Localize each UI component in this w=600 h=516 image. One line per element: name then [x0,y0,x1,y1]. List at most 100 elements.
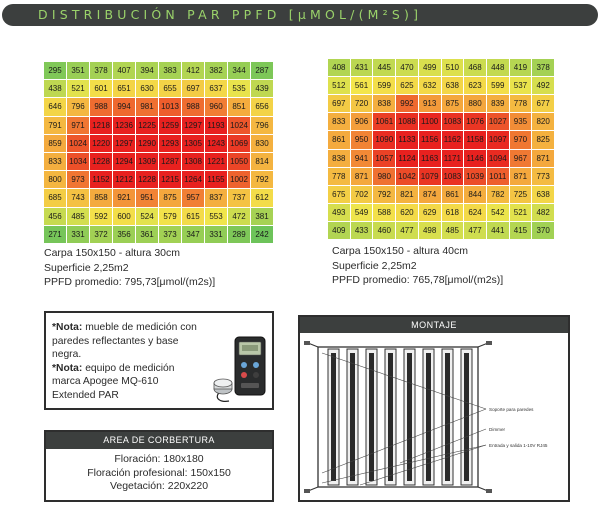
ppfd-cell: 821 [396,185,418,203]
ppfd-cell: 1228 [90,153,112,171]
ppfd-cell: 921 [113,189,135,207]
ppfd-cell: 875 [159,189,181,207]
label-wall-support: Soporte para paredes [489,407,534,412]
label-input-output: Entrada y salida 1-10V RJ45 [489,443,548,448]
ppfd-grid-40cm: 408 431 445 470 499 510 468 448 419 378 512 561 599 6… [328,59,554,239]
ppfd-cell: 295 [44,62,66,80]
ppfd-cell: 356 [113,225,135,243]
ppfd-cell: 370 [532,221,554,239]
ppfd-cell: 994 [113,98,135,116]
ppfd-cell: 482 [532,203,554,221]
ppfd-cell: 510 [441,59,464,77]
ppfd-cell: 439 [251,80,273,98]
ppfd-cell: 521 [509,203,532,221]
ppfd-cell: 992 [396,95,418,113]
ppfd-cell: 1156 [418,131,441,149]
ppfd-cell: 651 [113,80,135,98]
ppfd-cell: 344 [228,62,250,80]
ppfd-cell: 493 [328,203,350,221]
ppfd-cell: 1163 [418,149,441,167]
ppfd-cell: 1264 [182,171,204,189]
ppfd-cell: 618 [441,203,464,221]
ppfd-cell: 599 [486,77,509,95]
ppfd-cell: 632 [418,77,441,95]
ppfd-cell: 980 [373,167,396,185]
fixture-frame [317,346,479,488]
ppfd-cell: 792 [251,171,273,189]
ppfd-cell: 1024 [67,134,89,152]
note-body: mueble de medición con paredes reflectan… [52,322,197,360]
ppfd-cell: 431 [350,59,373,77]
ppfd-cell: 289 [228,225,250,243]
ppfd-cell: 1097 [486,131,509,149]
ppfd-cell: 553 [205,207,227,225]
ppfd-cell: 1259 [159,116,181,134]
label-dimmer: Dimmer [489,427,506,432]
ppfd-grid-30cm: 295 351 378 407 394 383 412 382 344 287 438 521 601 6… [44,62,273,243]
ppfd-cell: 839 [486,95,509,113]
ppfd-cell: 1079 [418,167,441,185]
ppfd-cell: 378 [532,59,554,77]
ppfd-cell: 778 [328,167,350,185]
ppfd-cell: 407 [113,62,135,80]
ppfd-cell: 361 [136,225,158,243]
ppfd-cell: 460 [373,221,396,239]
ppfd-cell: 331 [205,225,227,243]
ppfd-cell: 351 [67,62,89,80]
ppfd-cell: 1133 [396,131,418,149]
ppfd-cell: 630 [136,80,158,98]
ppfd-cell: 800 [44,171,66,189]
ppfd-cell: 512 [328,77,350,95]
ppfd-cell: 1158 [464,131,486,149]
ppfd-cell: 600 [113,207,135,225]
ppfd-cell: 1308 [182,153,204,171]
ppfd-cell: 331 [67,225,89,243]
ppfd-cell: 445 [373,59,396,77]
ppfd-cell: 792 [373,185,396,203]
ppfd-cell: 941 [350,149,373,167]
montaje-box: MONTAJE [298,315,570,502]
ppfd-cell: 637 [205,80,227,98]
ppfd-cell: 851 [228,98,250,116]
ppfd-cell: 599 [373,77,396,95]
ppfd-cell: 875 [441,95,464,113]
ppfd-cell: 524 [136,207,158,225]
ppfd-cell: 773 [532,167,554,185]
ppfd-cell: 1100 [418,113,441,131]
ppfd-cell: 347 [182,225,204,243]
mounting-diagram: Soporte para paredes Dimmer Entrada y sa… [304,341,548,493]
ppfd-cell: 415 [509,221,532,239]
ppfd-cell: 1221 [205,153,227,171]
ppfd-cell: 720 [350,95,373,113]
ppfd-cell: 814 [251,153,273,171]
note-text: *Nota: mueble de medición con paredes re… [52,321,202,402]
ppfd-cell: 1287 [159,153,181,171]
ppfd-cell: 1002 [228,171,250,189]
ppfd-cell: 1171 [441,149,464,167]
ppfd-cell: 830 [251,134,273,152]
coverage-item: Floración: 180x180 [114,453,204,465]
ppfd-cell: 646 [44,98,66,116]
ppfd-cell: 1220 [90,134,112,152]
ppfd-cell: 1228 [136,171,158,189]
ppfd-cell: 796 [251,116,273,134]
ppfd-cell: 1297 [113,134,135,152]
ppfd-cell: 625 [396,77,418,95]
ppfd-cell: 913 [418,95,441,113]
ppfd-cell: 1162 [441,131,464,149]
ppfd-cell: 988 [182,98,204,116]
ppfd-cell: 1088 [396,113,418,131]
ppfd-cell: 1215 [159,171,181,189]
ppfd-cell: 1069 [228,134,250,152]
ppfd-cell: 438 [44,80,66,98]
ppfd-cell: 537 [509,77,532,95]
caption-line: Carpa 150x150 - altura 40cm [332,245,468,257]
ppfd-cell: 833 [44,153,66,171]
ppfd-cell: 1027 [486,113,509,131]
ppfd-cell: 957 [182,189,204,207]
caption-line: PPFD promedio: 765,78[μmol/(m2s)] [332,274,504,286]
ppfd-cell: 1061 [373,113,396,131]
note-box: *Nota: mueble de medición con paredes re… [44,311,274,410]
ppfd-cell: 620 [396,203,418,221]
ppfd-cell: 656 [251,98,273,116]
